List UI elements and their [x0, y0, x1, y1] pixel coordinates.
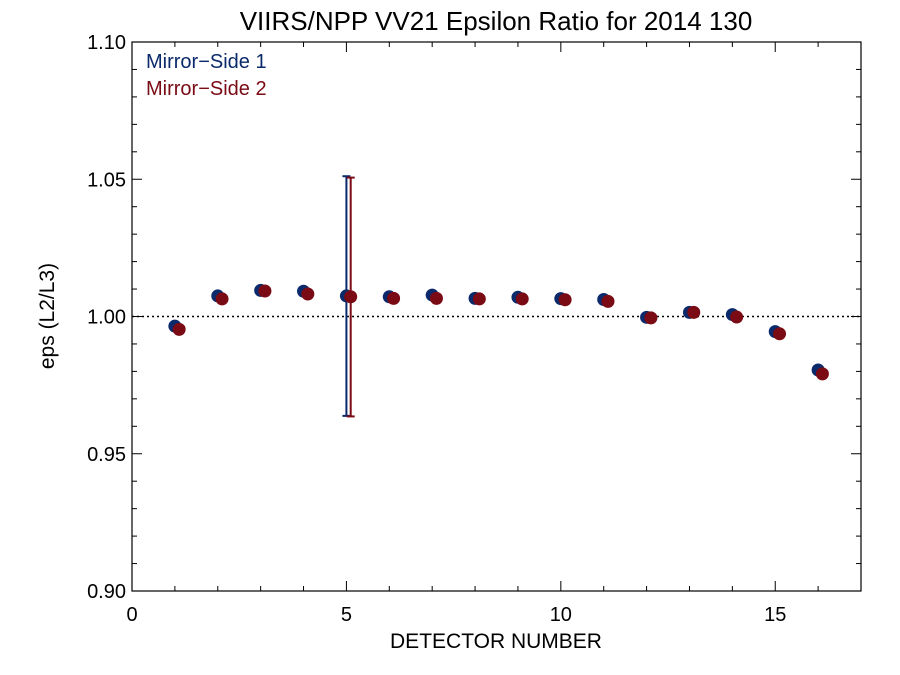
data-point-mirror-side-2 [387, 291, 401, 305]
data-point-mirror-side-2 [258, 284, 272, 298]
y-tick-label: 1.00 [87, 307, 126, 329]
axis-tick-labels: 0 5 10 15 0.90 0.95 1.00 1.05 1.10 [87, 32, 786, 626]
data-point-mirror-side-2 [301, 287, 315, 301]
x-tick-label: 0 [126, 604, 137, 626]
y-tick-label: 0.95 [87, 444, 126, 466]
y-tick-label: 1.05 [87, 169, 126, 191]
data-point-mirror-side-2 [687, 305, 701, 319]
legend-entry-mirror-side-1: Mirror−Side 1 [146, 51, 267, 73]
x-tick-label: 10 [550, 604, 572, 626]
y-tick-label: 0.90 [87, 581, 126, 603]
data-point-mirror-side-2 [601, 294, 615, 308]
data-point-mirror-side-2 [172, 322, 186, 336]
x-axis-label: DETECTOR NUMBER [390, 630, 602, 653]
legend-entry-mirror-side-2: Mirror−Side 2 [146, 78, 267, 100]
data-points [168, 283, 829, 381]
axis-ticks [131, 41, 862, 592]
data-point-mirror-side-2 [215, 292, 229, 306]
data-point-mirror-side-2 [815, 367, 829, 381]
y-tick-label: 1.10 [87, 32, 126, 54]
chart-title: VIIRS/NPP VV21 Epsilon Ratio for 2014 13… [240, 6, 753, 36]
data-point-mirror-side-2 [472, 292, 486, 306]
data-point-mirror-side-2 [773, 327, 787, 341]
data-point-mirror-side-2 [344, 290, 358, 304]
data-point-mirror-side-2 [558, 293, 572, 307]
plot-area-frame [131, 41, 862, 592]
data-point-mirror-side-2 [429, 291, 443, 305]
data-point-mirror-side-2 [644, 311, 658, 325]
x-tick-label: 5 [341, 604, 352, 626]
x-tick-label: 15 [764, 604, 786, 626]
data-point-mirror-side-2 [730, 310, 744, 324]
y-axis-label: eps (L2/L3) [36, 263, 59, 369]
data-point-mirror-side-2 [515, 292, 529, 306]
